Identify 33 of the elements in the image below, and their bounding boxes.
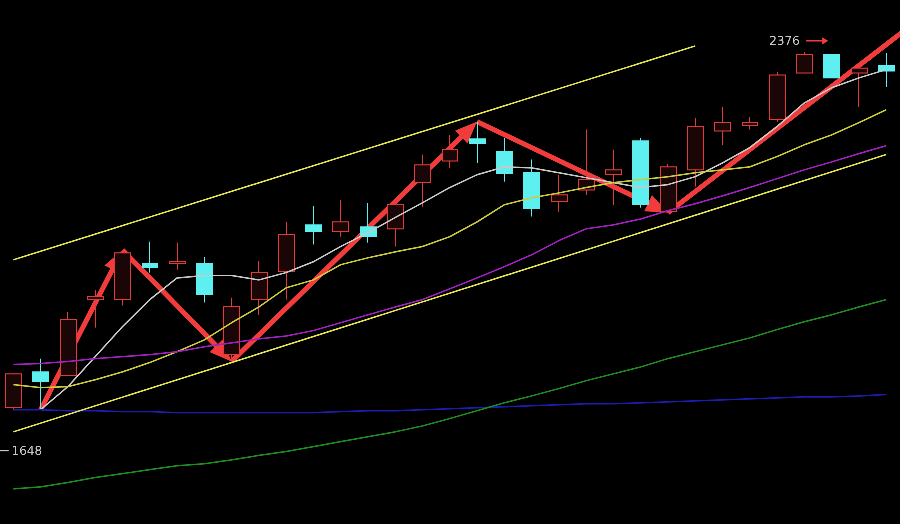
candlestick	[60, 312, 77, 377]
candlestick	[196, 256, 213, 304]
candlestick	[878, 52, 895, 88]
candlestick	[823, 54, 840, 79]
candlestick	[387, 200, 404, 248]
candlestick	[551, 174, 568, 212]
annotation: 2376	[770, 34, 800, 48]
candlestick	[414, 154, 431, 208]
candlestick	[332, 200, 349, 238]
candlestick	[605, 149, 622, 206]
candlestick	[305, 205, 322, 246]
candlestick	[714, 106, 731, 146]
candlestick	[660, 164, 677, 214]
candlestick	[251, 260, 268, 316]
candlestick	[87, 290, 104, 328]
candlestick	[469, 121, 486, 164]
candlestick	[32, 358, 49, 410]
candlestick	[851, 65, 868, 108]
candlestick	[523, 159, 540, 218]
candlestick	[169, 242, 186, 270]
annotation: 1648	[12, 444, 42, 458]
candlestick	[142, 241, 158, 274]
candlestick	[742, 116, 758, 130]
candlestick	[5, 372, 22, 410]
candlestick	[496, 138, 513, 182]
candlestick	[223, 297, 240, 362]
candlestick	[442, 134, 458, 169]
candlestick	[769, 72, 786, 122]
candlestick	[114, 250, 131, 306]
candlestick	[632, 138, 649, 208]
candlestick	[687, 117, 704, 188]
candlestick	[278, 222, 295, 300]
candlestick	[796, 52, 813, 74]
